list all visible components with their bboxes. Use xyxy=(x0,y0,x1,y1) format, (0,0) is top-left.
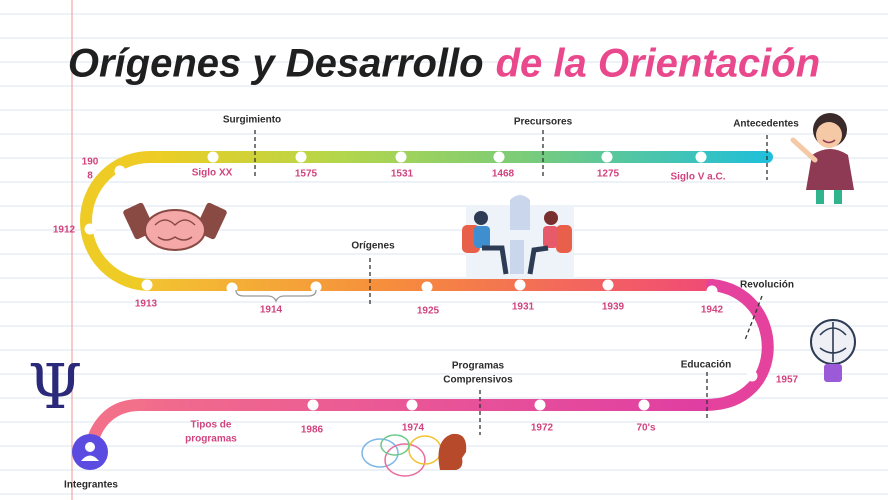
path-left-arc xyxy=(80,151,156,291)
milestone-label: Comprensivos xyxy=(443,375,513,386)
brain-illustration xyxy=(123,202,227,251)
dashed-markers xyxy=(254,130,768,435)
milestone-label: Educación xyxy=(681,360,732,371)
date-label: Siglo V a.C. xyxy=(670,172,725,183)
date-label: 190 xyxy=(82,157,99,168)
milestone-label: Antecedentes xyxy=(733,119,799,130)
counseling-illustration xyxy=(462,195,574,277)
timeline-dot xyxy=(514,279,526,291)
date-label: programas xyxy=(185,434,237,445)
psi-logo: Ψ xyxy=(28,350,82,423)
date-label: 1925 xyxy=(417,306,440,317)
date-label: 1575 xyxy=(295,169,318,180)
path-right-arc xyxy=(699,279,774,411)
heads-illustration xyxy=(361,433,467,477)
milestone-label: Programas xyxy=(452,361,505,372)
date-label: 1939 xyxy=(602,302,625,313)
bulb-illustration xyxy=(810,319,856,382)
date-label: Tipos de xyxy=(191,420,232,431)
date-label: 1974 xyxy=(402,423,425,434)
timeline-path xyxy=(80,151,774,456)
date-label: 70's xyxy=(636,423,656,434)
date-label: 1912 xyxy=(53,225,76,236)
notebook-paper xyxy=(0,13,888,495)
timeline-dot xyxy=(406,399,418,411)
title-part2: de la Orientación xyxy=(496,42,821,86)
date-label: 1972 xyxy=(531,423,554,434)
members-button[interactable] xyxy=(72,434,108,470)
timeline-dot xyxy=(310,281,322,293)
dashed-marker xyxy=(744,295,763,341)
timeline-dot xyxy=(695,151,707,163)
date-label: 1531 xyxy=(391,169,414,180)
date-label: 1957 xyxy=(776,375,799,386)
timeline-dot xyxy=(706,285,718,297)
timeline-dot xyxy=(746,370,758,382)
date-label: 1914 xyxy=(260,305,283,316)
milestone-label: Precursores xyxy=(514,117,573,128)
title-part1: Orígenes y Desarrollo xyxy=(68,42,484,86)
timeline-dot xyxy=(534,399,546,411)
timeline-dot xyxy=(421,281,433,293)
date-label: 8 xyxy=(87,171,93,182)
timeline-dot xyxy=(207,151,219,163)
date-label: 1942 xyxy=(701,305,724,316)
timeline-dot xyxy=(493,151,505,163)
milestone-label: Revolución xyxy=(740,280,794,291)
date-label: 1468 xyxy=(492,169,515,180)
timeline-dot xyxy=(295,151,307,163)
brace xyxy=(235,289,317,303)
timeline-dot xyxy=(601,151,613,163)
timeline-dot xyxy=(141,279,153,291)
user-head xyxy=(85,442,95,452)
date-label: Siglo XX xyxy=(192,168,233,179)
date-label: 1913 xyxy=(135,299,158,310)
timeline-texts: Surgimiento Precursores Antecedentes Orígen… xyxy=(53,115,799,445)
members-label[interactable]: Integrantes xyxy=(64,480,118,491)
milestone-label: Orígenes xyxy=(351,241,395,252)
date-label: 1986 xyxy=(301,425,324,436)
timeline-dot xyxy=(114,165,126,177)
timeline-dot xyxy=(307,399,319,411)
timeline-dot xyxy=(395,151,407,163)
timeline-dot xyxy=(226,282,238,294)
date-label: 1931 xyxy=(512,302,535,313)
date-label: 1275 xyxy=(597,169,620,180)
timeline-dot xyxy=(638,399,650,411)
milestone-label: Surgimiento xyxy=(223,115,281,126)
timeline-dot xyxy=(602,279,614,291)
timeline-dot xyxy=(84,223,96,235)
timeline-dots xyxy=(84,151,758,411)
user-body xyxy=(81,455,99,461)
girl-illustration xyxy=(790,113,854,204)
